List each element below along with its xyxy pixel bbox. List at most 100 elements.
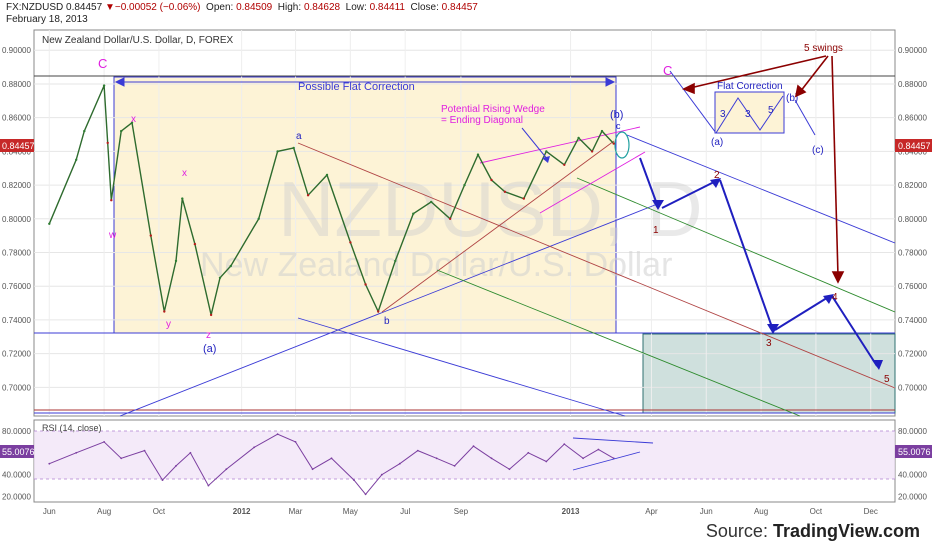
x-tick-label: Sep [454,507,469,516]
open-label: Open: [206,2,234,13]
price-point [75,158,78,161]
x-tick-label: Mar [289,507,303,516]
rsi-point [48,462,51,465]
wedge-label-2: = Ending Diagonal [441,115,523,126]
wedge-upper-line [479,126,641,164]
rsi-point [103,441,105,443]
inset-wave [715,95,784,134]
symbol: FX:NZDUSD [6,2,64,13]
rsi-point [490,457,493,460]
y-tick-label-right: 0.72000 [898,350,927,359]
red-channel-line [297,142,896,389]
price-point [149,234,152,237]
y-tick-label: 0.70000 [2,383,31,392]
rsi-point [311,468,314,471]
y-tick-label-right: 0.74000 [898,316,927,325]
blue-upper-channel [626,134,896,244]
rsi-point [253,446,256,449]
price-badge-right: 0.84457 [898,141,931,151]
green-channel-lower [436,269,801,417]
x-tick-label: Aug [97,507,111,516]
wave-label-z: z [206,330,211,341]
rsi-point [75,451,78,454]
swings-arrows [682,55,845,284]
price-point [120,129,123,133]
rsi-title: RSI (14, close) [42,423,102,433]
wedge-pointer [521,127,549,161]
y-tick-label-right: 0.88000 [898,80,927,89]
proj-wave-2: 2 [714,170,720,181]
price-point [110,199,113,202]
wave-label-x2: x [182,168,187,179]
down-arrow-icon: ▼ [104,2,115,13]
y-tick-label: 0.80000 [2,215,31,224]
x-tick-label: Oct [153,507,166,516]
inset-diagonal [669,70,717,134]
blue-lower-channel [297,317,626,417]
rsi-point [294,441,297,443]
wave-label-a-paren: (a) [203,343,216,355]
open-value: 0.84509 [236,2,273,13]
y-tick-label-right: 0.86000 [898,114,927,123]
last-price: 0.84457 [66,2,103,13]
wave-label-x1: x [131,114,136,125]
wedge-label-1: Potential Rising Wedge [441,104,545,115]
price-point [209,313,213,317]
x-tick-label: 2012 [233,507,251,516]
price-point [130,121,134,124]
inset-box [714,91,785,134]
flat-correction-span [114,77,616,87]
rsi-point [508,468,511,471]
y-tick-label: 0.72000 [2,350,31,359]
y-axis-right: 0.900000.880000.860000.840000.820000.800… [898,46,927,392]
x-tick-label: Oct [810,507,823,516]
red-wedge-line [381,140,615,313]
wave-label-y: y [166,319,171,330]
inset-wave-c [794,99,816,136]
price-point [292,146,295,150]
price-point [48,222,51,225]
rsi-point [416,449,419,452]
price-point [612,142,615,145]
rsi-tick-label: 80.0000 [2,427,31,436]
chart-title: New Zealand Dollar/U.S. Dollar, D, FOREX [42,35,234,46]
rsi-point [435,457,438,460]
price-point [577,136,580,140]
wave-label-w: w [108,230,117,241]
rsi-badge-left-bg [0,445,34,458]
rsi-point [453,465,456,467]
x-tick-label: Jun [700,507,713,516]
proj-wave-4: 4 [832,292,838,303]
price-point [218,276,222,279]
price-point [276,150,279,153]
rsi-badge-left: 55.0076 [2,447,35,457]
rsi-tick-label: 20.0000 [2,493,31,502]
y-tick-label-right: 0.80000 [898,215,927,224]
price-badge-left-bg [0,139,34,152]
price-point [349,241,352,244]
rsi-point [207,484,210,487]
x-tick-label: Aug [754,507,768,516]
inset-label-a: (a) [711,137,723,148]
rsi-point [276,433,279,436]
proj-wave-1: 1 [653,225,659,236]
price-point [490,178,493,182]
price-point [163,310,166,313]
price-point [377,310,380,313]
price-point [106,141,109,145]
rsi-point [189,451,192,454]
price-point [430,200,433,204]
y-tick-label-right: 0.82000 [898,181,927,190]
x-tick-label: Dec [864,507,878,516]
change: −0.00052 (−0.06%) [114,2,201,13]
flat-correction-box [113,76,617,334]
y-tick-label-right: 0.90000 [898,46,927,55]
proj-wave-5: 5 [884,374,890,385]
y-tick-label-right: 0.70000 [898,383,927,392]
rsi-point [582,457,584,460]
y-tick-label: 0.74000 [2,316,31,325]
y-tick-label: 0.90000 [2,46,31,55]
swings-label: 5 swings [804,43,843,54]
price-points [48,84,615,317]
high-label: High: [277,2,302,13]
